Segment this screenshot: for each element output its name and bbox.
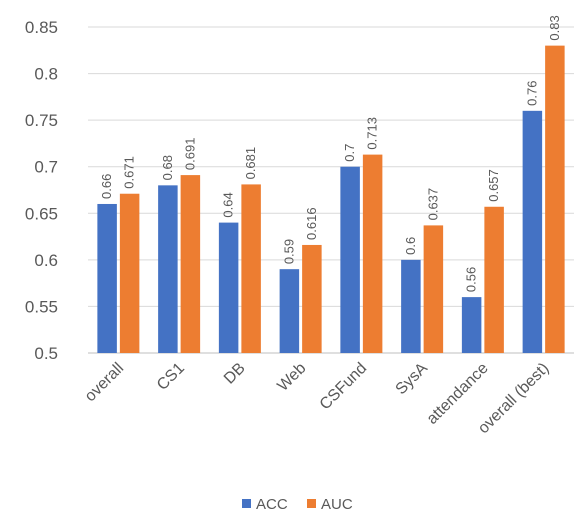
- y-tick-label: 0.8: [34, 65, 58, 84]
- bar-auc-cs1: [180, 175, 201, 353]
- legend: ACC AUC: [242, 496, 353, 513]
- bars: [97, 45, 565, 353]
- x-tick-label: CSFund: [317, 360, 371, 414]
- x-tick-label: CS1: [154, 360, 188, 394]
- data-label: 0.616: [304, 207, 319, 240]
- bar-auc-overall: [119, 193, 140, 353]
- data-label: 0.6: [403, 237, 418, 255]
- bar-auc-web: [302, 244, 322, 353]
- bar-acc-db: [218, 222, 239, 353]
- bar-auc-sysa: [423, 225, 444, 353]
- legend-swatch-auc: [307, 499, 316, 508]
- bar-acc-cs1: [158, 185, 178, 353]
- x-tick-label: SysA: [393, 360, 432, 399]
- bar-auc-csfund: [362, 154, 383, 353]
- bar-acc-sysa: [401, 259, 421, 353]
- data-label: 0.66: [99, 174, 114, 199]
- x-tick-label: Web: [274, 360, 309, 395]
- x-tick-label: DB: [221, 360, 249, 388]
- data-label: 0.64: [221, 192, 236, 217]
- data-labels: 0.66 0.671 0.68 0.691 0.64 0.681 0.59 0.616 0.7 0…: [99, 15, 562, 292]
- data-label: 0.68: [160, 155, 175, 180]
- y-tick-label: 0.7: [34, 158, 58, 177]
- x-tick-label: overall: [82, 360, 127, 405]
- x-axis-ticks: overall CS1 DB Web CSFund SysAattendanceovera…: [82, 360, 553, 438]
- data-label: 0.56: [464, 267, 479, 292]
- data-label: 0.681: [243, 147, 258, 180]
- legend-swatch-acc: [242, 499, 251, 508]
- data-label: 0.691: [182, 138, 197, 171]
- bar-acc-web: [279, 269, 300, 353]
- bar-acc-attendance: [461, 297, 482, 353]
- y-tick-label: 0.75: [25, 111, 58, 130]
- data-label: 0.713: [365, 117, 380, 150]
- bar-acc-csfund: [340, 166, 360, 353]
- y-tick-label: 0.55: [25, 297, 58, 316]
- bar-acc-overall: [97, 203, 117, 353]
- data-label: 0.637: [425, 188, 440, 221]
- y-tick-label: 0.85: [25, 18, 58, 37]
- data-label: 0.83: [547, 15, 562, 40]
- bar-acc-overall-best-: [522, 110, 543, 353]
- y-tick-label: 0.6: [34, 251, 58, 270]
- y-tick-label: 0.5: [34, 344, 58, 363]
- y-axis-ticks: 0.5 0.55 0.6 0.65 0.7 0.75 0.8 0.85: [25, 18, 58, 363]
- data-label: 0.657: [486, 169, 501, 202]
- data-label: 0.671: [122, 156, 137, 189]
- bar-auc-attendance: [484, 206, 504, 353]
- data-label: 0.76: [524, 81, 539, 106]
- y-tick-label: 0.65: [25, 204, 58, 223]
- legend-label-acc: ACC: [256, 496, 288, 513]
- data-label: 0.7: [342, 144, 357, 162]
- bar-auc-db: [241, 184, 261, 353]
- bar-auc-overall-best-: [545, 45, 565, 353]
- legend-label-auc: AUC: [321, 496, 353, 513]
- data-label: 0.59: [281, 239, 296, 264]
